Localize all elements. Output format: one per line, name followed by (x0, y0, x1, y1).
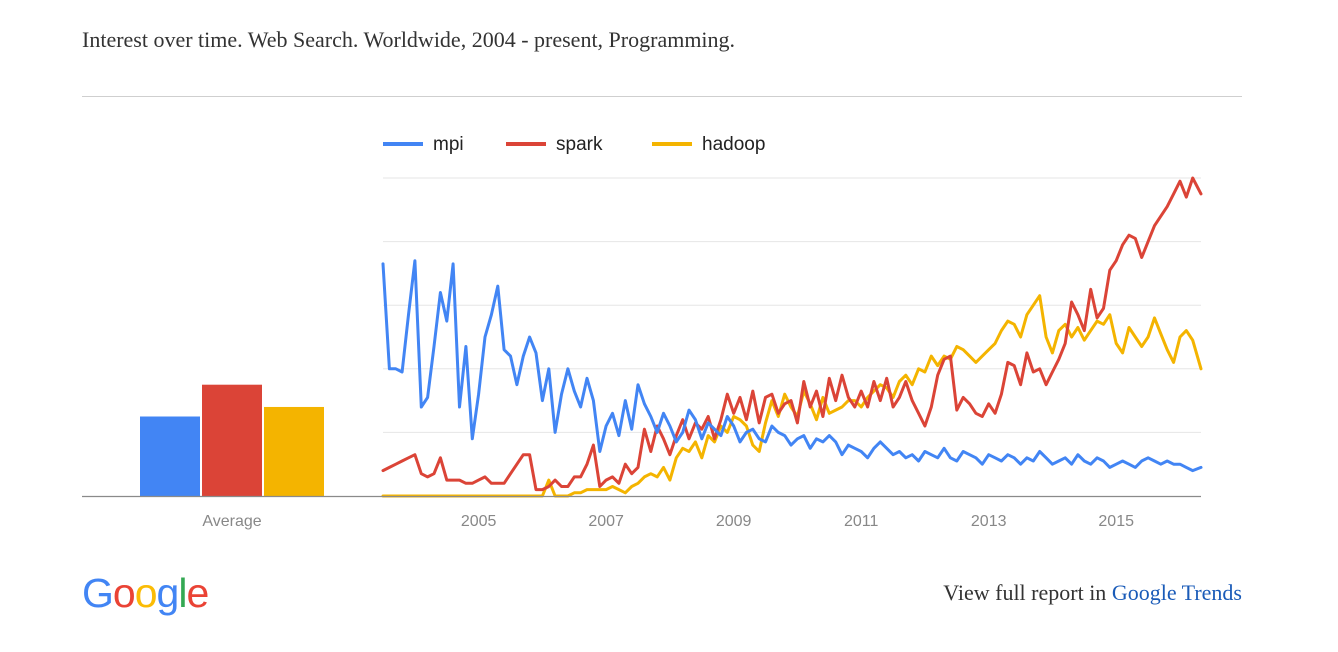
average-bar-spark (202, 384, 262, 496)
average-bar-mpi (140, 416, 200, 496)
x-tick-label: 2011 (844, 513, 879, 530)
legend-label: spark (556, 134, 603, 155)
logo-letter: l (178, 570, 187, 616)
legend: mpi spark hadoop (383, 134, 765, 155)
logo-letter: e (186, 570, 209, 616)
logo-letter: G (82, 570, 114, 616)
x-tick-label: 2015 (1098, 513, 1134, 530)
google-trends-link[interactable]: Google Trends (1111, 580, 1242, 605)
logo-letter: o (112, 570, 136, 616)
legend-item-mpi: mpi (383, 134, 464, 155)
logo-letter: o (134, 570, 158, 616)
footer-prefix: View full report in (943, 580, 1107, 605)
divider (82, 96, 1242, 97)
logo-letter: g (156, 570, 180, 616)
x-tick-label: 2009 (716, 513, 752, 530)
gridlines (383, 177, 1201, 433)
series-line-mpi (381, 259, 1203, 473)
average-bars (140, 384, 324, 496)
x-tick-label: 2013 (971, 513, 1007, 530)
legend-label: hadoop (702, 134, 765, 155)
axes: Average 2005 2007 2009 2011 2013 2015 (82, 495, 1201, 530)
series-lines (381, 176, 1203, 498)
chart-title: Interest over time. Web Search. Worldwid… (82, 27, 736, 52)
legend-item-hadoop: hadoop (652, 134, 765, 155)
legend-item-spark: spark (506, 134, 603, 155)
google-logo: Google (82, 570, 209, 616)
footer-report-link: View full report in Google Trends (943, 580, 1242, 606)
series-line-spark (381, 176, 1203, 492)
average-label: Average (202, 513, 261, 530)
x-tick-label: 2005 (461, 513, 497, 530)
average-bar-hadoop (264, 406, 324, 496)
series-line-hadoop (381, 294, 1203, 498)
x-tick-label: 2007 (588, 513, 624, 530)
legend-label: mpi (433, 134, 464, 155)
